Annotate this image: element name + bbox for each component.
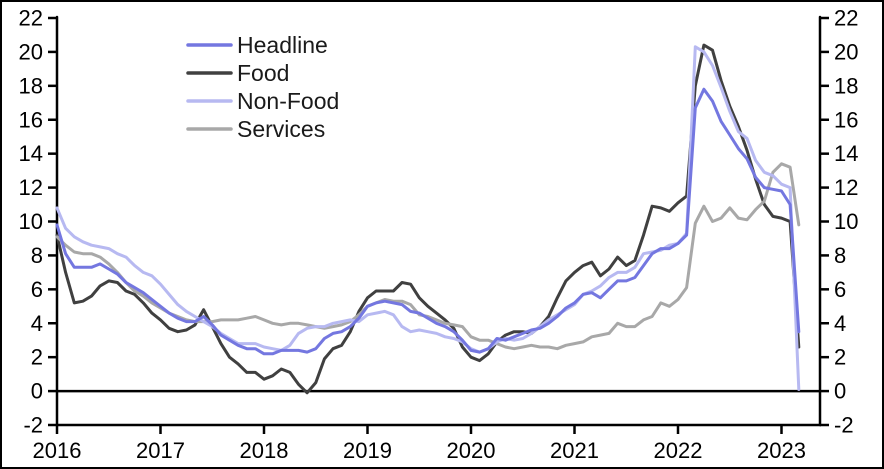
y-tick-label-left: 14: [19, 141, 43, 166]
data-series: [55, 43, 801, 395]
legend-label-services: Services: [237, 116, 325, 142]
y-tick-label-left: 12: [19, 175, 43, 200]
y-tick-label-right: 6: [834, 277, 846, 302]
x-tick-label: 2016: [33, 438, 82, 463]
legend-label-food: Food: [237, 60, 289, 86]
x-tick-label: 2022: [654, 438, 703, 463]
y-tick-label-right: 12: [834, 175, 858, 200]
y-tick-label-left: 10: [19, 209, 43, 234]
y-tick-label-left: -2: [23, 413, 43, 438]
x-tick-label: 2021: [550, 438, 599, 463]
y-tick-label-right: 2: [834, 345, 846, 370]
legend-label-non-food: Non-Food: [237, 88, 339, 114]
y-tick-label-right: 0: [834, 379, 846, 404]
y-tick-label-right: 18: [834, 73, 858, 98]
y-tick-label-right: 20: [834, 39, 858, 64]
y-tick-label-right: 4: [834, 311, 846, 336]
axes: [55, 15, 822, 427]
x-tick-label: 2017: [136, 438, 185, 463]
series-line-food: [55, 43, 801, 395]
x-tick-label: 2023: [757, 438, 806, 463]
x-tick-label: 2019: [343, 438, 392, 463]
y-tick-label-left: 2: [31, 345, 43, 370]
y-tick-label-left: 22: [19, 6, 43, 31]
y-tick-label-right: 16: [834, 107, 858, 132]
y-tick-label-right: 22: [834, 6, 858, 31]
y-tick-label-left: 4: [31, 311, 43, 336]
y-axis-right-ticks: -2 0 2 4 6 8 10 12 14 16 18 20 22: [820, 6, 858, 438]
y-tick-label-right: 10: [834, 209, 858, 234]
y-tick-label-right: 8: [834, 243, 846, 268]
y-tick-label-left: 6: [31, 277, 43, 302]
y-tick-label-left: 18: [19, 73, 43, 98]
series-line-headline: [55, 87, 801, 356]
x-axis-ticks: 2016 2017 2018 2019 2020 2021 2022 2023: [33, 425, 806, 463]
y-tick-label-right: 14: [834, 141, 858, 166]
x-tick-label: 2018: [240, 438, 289, 463]
y-tick-label-right: -2: [834, 413, 854, 438]
y-tick-label-left: 16: [19, 107, 43, 132]
y-axis-left-ticks: -2 0 2 4 6 8 10 12 14 16 18 20 22: [19, 6, 57, 438]
y-tick-label-left: 20: [19, 39, 43, 64]
y-tick-label-left: 8: [31, 243, 43, 268]
x-tick-label: 2020: [447, 438, 496, 463]
legend-label-headline: Headline: [237, 32, 328, 58]
y-tick-label-left: 0: [31, 379, 43, 404]
